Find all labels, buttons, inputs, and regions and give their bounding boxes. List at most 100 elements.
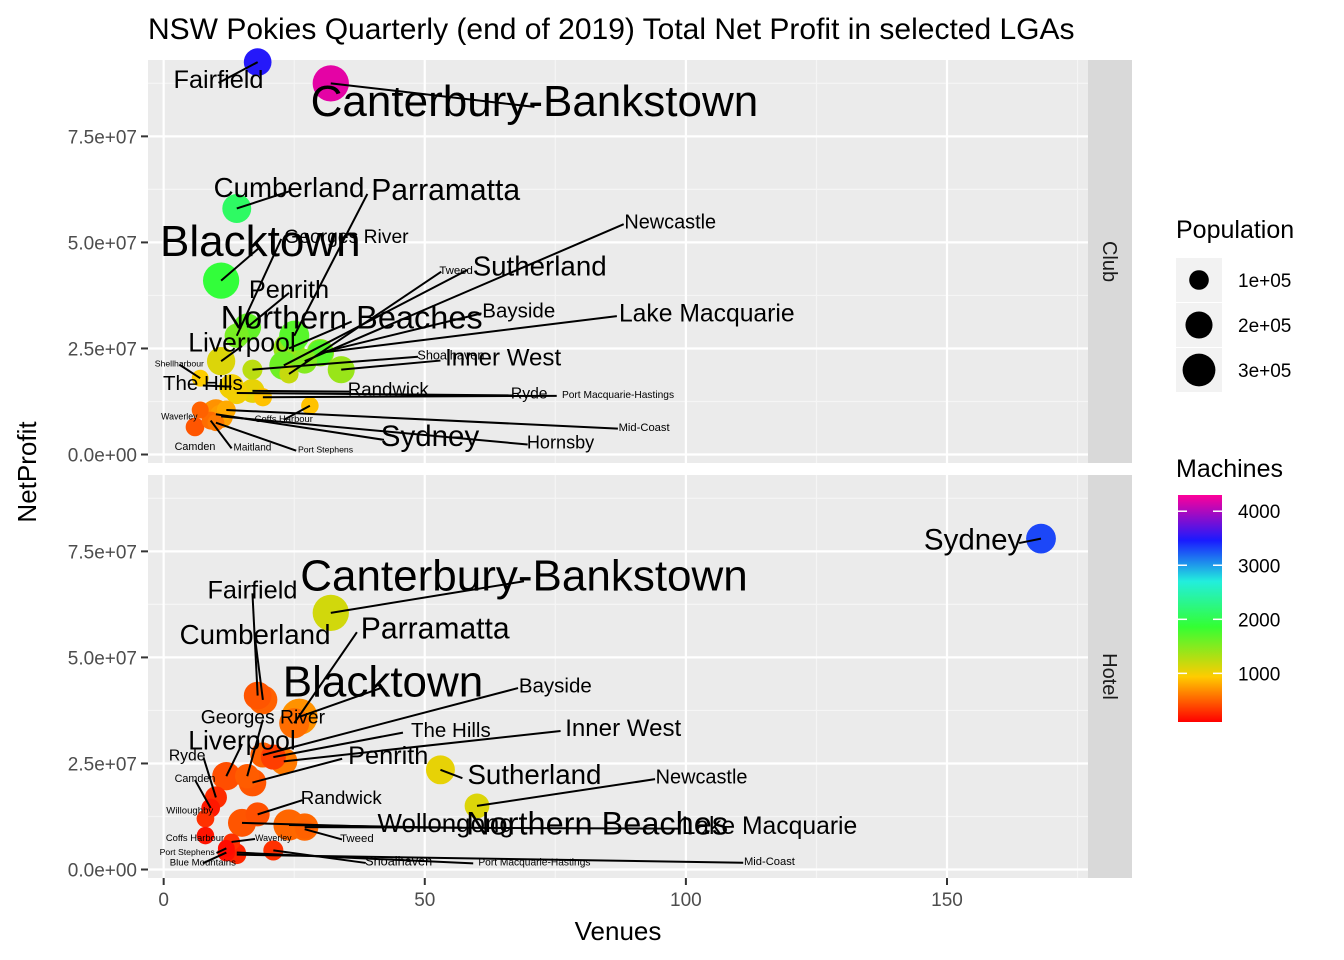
label-segment — [299, 686, 384, 718]
point-label: Port Stephens — [160, 847, 216, 857]
point-label: Parramatta — [361, 613, 510, 646]
label-segment — [252, 355, 419, 371]
label-segment — [330, 82, 535, 108]
point-label: The Hills — [163, 372, 243, 395]
point-label: Camden — [175, 441, 216, 453]
label-segment — [226, 408, 618, 430]
x-tick-label: 150 — [931, 890, 963, 911]
y-axis: 0.0e+00 2.5e+07 5.0e+07 7.5e+07 0.0e+00 2.5e+… — [68, 127, 148, 882]
legend-population-title: Population — [1176, 216, 1294, 244]
legend-size-mark — [1185, 311, 1213, 339]
point-label: Newcastle — [656, 766, 748, 788]
panel-background — [148, 60, 1088, 463]
point-label: Sydney — [924, 523, 1023, 556]
legend-colorbar-label: 1000 — [1238, 664, 1280, 685]
label-segment — [235, 238, 283, 337]
data-point — [191, 401, 209, 419]
point-label: Willoughby — [166, 806, 213, 817]
point-label: Fairfield — [174, 66, 264, 94]
point-label: Penrith — [249, 276, 329, 304]
label-segment — [320, 315, 617, 354]
point-label: Liverpool — [188, 726, 296, 756]
point-label: Waverley — [255, 833, 292, 843]
data-point — [196, 809, 215, 828]
point-label: Northern Beaches — [221, 299, 483, 335]
point-label: The Hills — [411, 719, 491, 742]
label-segment — [273, 731, 404, 759]
label-segment — [262, 687, 519, 756]
label-segment — [231, 838, 256, 843]
point-label: Georges River — [284, 227, 409, 248]
chart-title: NSW Pokies Quarterly (end of 2019) Total… — [148, 13, 1075, 46]
label-segment — [209, 419, 233, 449]
label-segment — [216, 847, 227, 854]
point-label: Lake Macquarie — [682, 813, 858, 840]
facet-strip — [1088, 475, 1132, 878]
y-tick-label: 7.5e+07 — [68, 542, 137, 563]
x-axis-label: Venues — [575, 916, 662, 946]
point-label: Lake Macquarie — [619, 300, 795, 327]
point-label: Sutherland — [467, 759, 601, 790]
point-label: Inner West — [445, 345, 561, 372]
point-label: Newcastle — [624, 211, 716, 233]
point-label: Mid-Coast — [619, 422, 671, 434]
point-label: Northern Beaches — [466, 806, 728, 842]
legend-machines-title: Machines — [1176, 455, 1283, 483]
point-label: Camden — [175, 773, 216, 785]
label-segment — [320, 312, 482, 354]
label-segment — [218, 61, 259, 84]
legend-population: Population 1e+05 2e+05 3e+05 — [1176, 216, 1294, 392]
data-point — [196, 826, 215, 845]
point-label: Parramatta — [371, 174, 520, 207]
legend-machines: Machines 1000 2000 3000 4000 — [1176, 455, 1283, 722]
label-segment — [257, 799, 303, 816]
label-segment — [202, 757, 217, 798]
point-label: Canterbury-Bankstown — [311, 77, 759, 126]
label-segment — [236, 853, 744, 864]
y-axis-label: NetProfit — [12, 421, 42, 523]
label-segment — [220, 345, 243, 362]
point-label: Cumberland — [180, 619, 331, 650]
point-label: Randwick — [301, 787, 383, 808]
point-label: Blacktown — [283, 658, 484, 707]
point-label: Tweed — [340, 833, 374, 845]
point-label: Bayside — [519, 674, 592, 697]
point-label: Port Macquarie-Hastings — [478, 858, 590, 869]
point-label: Canterbury-Bankstown — [300, 552, 748, 601]
legend-size-mark — [1189, 270, 1209, 290]
point-label: Coffs Harbour — [255, 413, 313, 424]
point-label: Mid-Coast — [744, 856, 796, 868]
facet-panel-club: Club Fairfield Canterbury-Bankstown Cumberl… — [148, 48, 1132, 463]
label-segment — [252, 389, 350, 393]
point-label: Ryde — [169, 748, 206, 765]
point-label: Hornsby — [527, 432, 595, 452]
point-label: Bayside — [482, 300, 555, 323]
label-segment — [236, 190, 290, 210]
data-point — [185, 417, 205, 437]
label-segment — [440, 768, 463, 780]
label-segment — [221, 415, 528, 446]
point-label: Randwick — [348, 378, 430, 399]
label-segment — [202, 851, 227, 865]
label-segment — [202, 384, 232, 388]
point-label: Wollongong — [378, 810, 514, 838]
y-tick-label: 0.0e+00 — [68, 446, 137, 467]
facet-strip-label: Club — [1098, 241, 1120, 282]
label-segment — [220, 246, 261, 282]
label-segment — [304, 826, 680, 830]
label-segment — [252, 757, 343, 784]
x-tick-label: 0 — [158, 890, 169, 911]
point-label: Liverpool — [188, 328, 296, 358]
point-label: Maitland — [234, 442, 272, 453]
point-label: Penrith — [348, 742, 428, 770]
label-segment — [293, 631, 358, 724]
point-label: Sydney — [381, 420, 480, 453]
point-label: Fairfield — [207, 577, 297, 605]
x-tick-label: 100 — [670, 890, 702, 911]
label-segment — [215, 421, 297, 452]
label-segment — [476, 778, 656, 807]
point-label: Port Stephens — [298, 445, 354, 455]
facet-strip-label: Hotel — [1098, 653, 1120, 700]
legend-size-label: 3e+05 — [1238, 361, 1291, 382]
